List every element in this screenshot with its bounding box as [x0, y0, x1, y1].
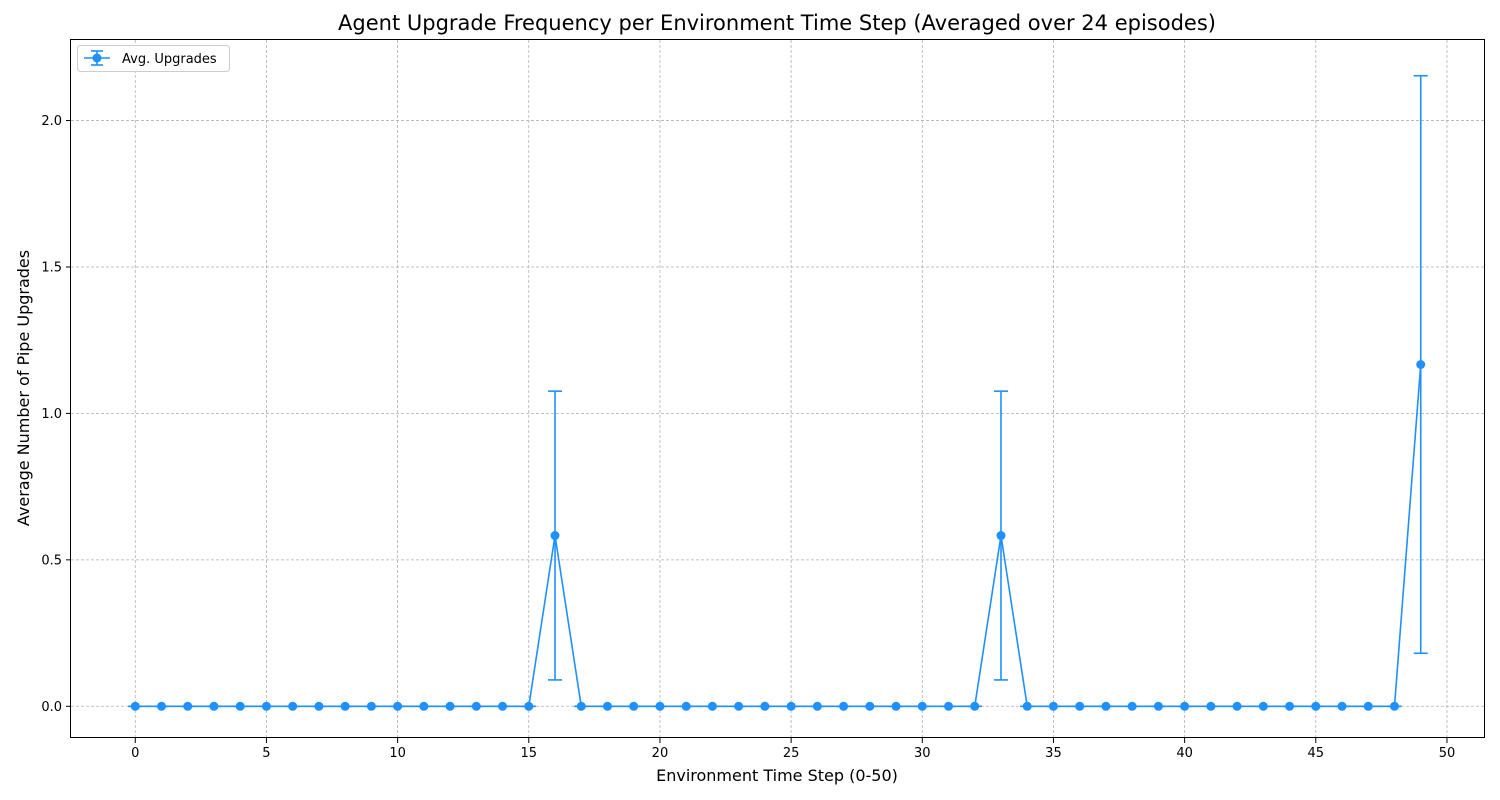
chart-title: Agent Upgrade Frequency per Environment …	[338, 11, 1216, 35]
y-tick-label: 0.5	[41, 553, 62, 568]
y-tick-label: 1.5	[41, 260, 62, 275]
data-point	[1258, 701, 1268, 711]
data-point	[1337, 701, 1347, 711]
error-bars	[128, 74, 1428, 708]
data-point	[891, 701, 901, 711]
legend: Avg. Upgrades	[77, 45, 230, 72]
data-point	[314, 701, 324, 711]
data-point	[1075, 701, 1085, 711]
x-tick-label: 50	[1439, 746, 1456, 761]
data-point	[839, 701, 849, 711]
legend-box	[77, 45, 230, 72]
y-tick-label: 0.0	[41, 700, 62, 715]
data-point	[130, 701, 140, 711]
series-avg-upgrades	[130, 360, 1426, 711]
data-point	[235, 701, 245, 711]
data-point	[288, 701, 298, 711]
data-point	[681, 701, 691, 711]
x-tick-label: 25	[783, 746, 800, 761]
data-point	[760, 701, 770, 711]
data-point	[707, 701, 717, 711]
plot-frame	[70, 39, 1485, 738]
data-point	[786, 701, 796, 711]
series-line	[135, 364, 1422, 708]
data-point	[498, 701, 508, 711]
data-point	[602, 701, 612, 711]
data-point	[209, 701, 219, 711]
data-point	[1180, 701, 1190, 711]
legend-marker	[92, 53, 102, 63]
data-point	[1389, 701, 1399, 711]
data-point	[1101, 701, 1111, 711]
data-point	[366, 701, 376, 711]
data-point	[812, 701, 822, 711]
axis-ticks: 0 5 10 15 20 25 30 35 40 45 50 0.0 0.5 1.0 1.5 2.0	[41, 114, 1455, 761]
y-tick-label: 1.0	[41, 407, 62, 422]
data-point	[1127, 701, 1137, 711]
x-tick-label: 15	[521, 746, 538, 761]
data-point	[576, 701, 586, 711]
data-point	[550, 531, 560, 541]
data-point	[1206, 701, 1216, 711]
x-tick-label: 0	[131, 746, 139, 761]
data-point	[157, 701, 167, 711]
data-point	[1311, 701, 1321, 711]
data-point	[629, 701, 639, 711]
x-tick-label: 20	[652, 746, 669, 761]
y-tick-label: 2.0	[41, 114, 62, 129]
data-point	[471, 701, 481, 711]
data-point	[261, 701, 271, 711]
data-point	[1048, 701, 1058, 711]
data-point	[1153, 701, 1163, 711]
data-point	[1232, 701, 1242, 711]
legend-label: Avg. Upgrades	[122, 52, 217, 67]
data-point	[393, 701, 403, 711]
x-tick-label: 45	[1308, 746, 1325, 761]
data-point	[734, 701, 744, 711]
data-point	[944, 701, 954, 711]
data-point	[1363, 701, 1373, 711]
data-point	[996, 531, 1006, 541]
data-point	[970, 701, 980, 711]
data-point	[1022, 701, 1032, 711]
x-tick-label: 40	[1176, 746, 1193, 761]
data-point	[655, 701, 665, 711]
data-point	[524, 701, 534, 711]
data-point	[340, 701, 350, 711]
x-tick-label: 5	[262, 746, 270, 761]
x-tick-label: 30	[914, 746, 931, 761]
x-tick-label: 35	[1045, 746, 1062, 761]
data-point	[1416, 360, 1426, 370]
data-point	[865, 701, 875, 711]
grid-lines	[71, 40, 1485, 738]
data-point	[419, 701, 429, 711]
data-point	[1285, 701, 1295, 711]
data-point	[917, 701, 927, 711]
x-tick-label: 10	[389, 746, 406, 761]
x-axis-label: Environment Time Step (0-50)	[656, 766, 898, 785]
data-point	[183, 701, 193, 711]
data-point	[445, 701, 455, 711]
y-axis-label: Average Number of Pipe Upgrades	[14, 250, 33, 526]
